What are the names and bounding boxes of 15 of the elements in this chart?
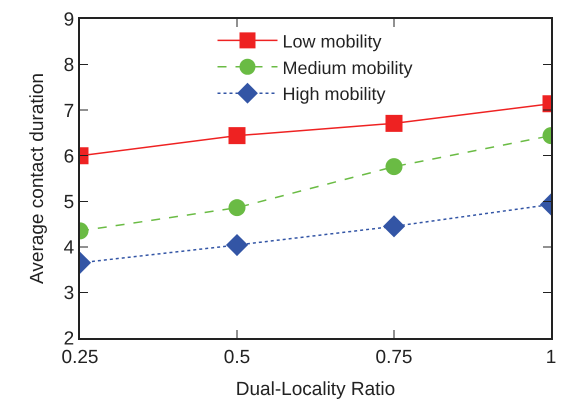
x-axis-title: Dual-Locality Ratio <box>236 379 396 400</box>
x-tick-label: 0.75 <box>376 346 412 368</box>
legend-label: High mobility <box>282 84 386 104</box>
legend-label: Medium mobility <box>282 58 413 78</box>
y-tick-label: 5 <box>64 192 74 213</box>
y-tick-label: 7 <box>64 100 74 122</box>
y-tick-label: 6 <box>64 146 74 168</box>
y-tick-label: 3 <box>64 283 74 304</box>
y-axis-title: Average contact duration <box>26 73 48 284</box>
legend-label: Low mobility <box>282 31 382 52</box>
y-tick-label: 4 <box>64 238 75 259</box>
y-tick-label: 9 <box>64 10 74 31</box>
x-tick-label: 0.5 <box>224 346 250 368</box>
y-tick-label: 8 <box>64 55 74 76</box>
x-tick-label: 1 <box>546 346 556 368</box>
